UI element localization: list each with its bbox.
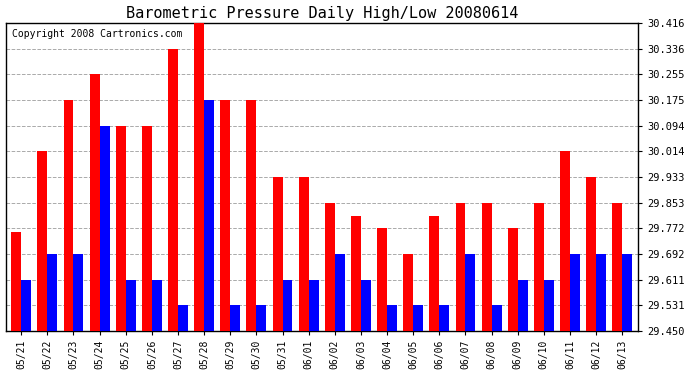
Bar [596,254,606,331]
Bar [63,100,74,331]
Title: Barometric Pressure Daily High/Low 20080614: Barometric Pressure Daily High/Low 20080… [126,6,518,21]
Bar [403,254,413,331]
Bar [257,305,266,331]
Bar [74,254,83,331]
Bar [586,177,596,331]
Bar [429,216,440,331]
Bar [282,280,293,331]
Text: Copyright 2008 Cartronics.com: Copyright 2008 Cartronics.com [12,29,182,39]
Bar [37,151,48,331]
Bar [21,280,31,331]
Bar [612,202,622,331]
Bar [466,254,475,331]
Bar [273,177,282,331]
Bar [335,254,345,331]
Bar [413,305,423,331]
Bar [116,126,126,331]
Bar [48,254,57,331]
Bar [299,177,308,331]
Bar [361,280,371,331]
Bar [325,202,335,331]
Bar [518,280,528,331]
Bar [11,232,21,331]
Bar [387,305,397,331]
Bar [508,228,518,331]
Bar [204,100,214,331]
Bar [560,151,570,331]
Bar [544,280,554,331]
Bar [534,202,544,331]
Bar [178,305,188,331]
Bar [491,305,502,331]
Bar [455,202,466,331]
Bar [230,305,240,331]
Bar [622,254,632,331]
Bar [99,126,110,331]
Bar [220,100,230,331]
Bar [570,254,580,331]
Bar [126,280,136,331]
Bar [142,126,152,331]
Bar [351,216,361,331]
Bar [152,280,162,331]
Bar [308,280,319,331]
Bar [246,100,257,331]
Bar [377,228,387,331]
Bar [440,305,449,331]
Bar [194,23,204,331]
Bar [168,49,178,331]
Bar [482,202,491,331]
Bar [90,74,99,331]
